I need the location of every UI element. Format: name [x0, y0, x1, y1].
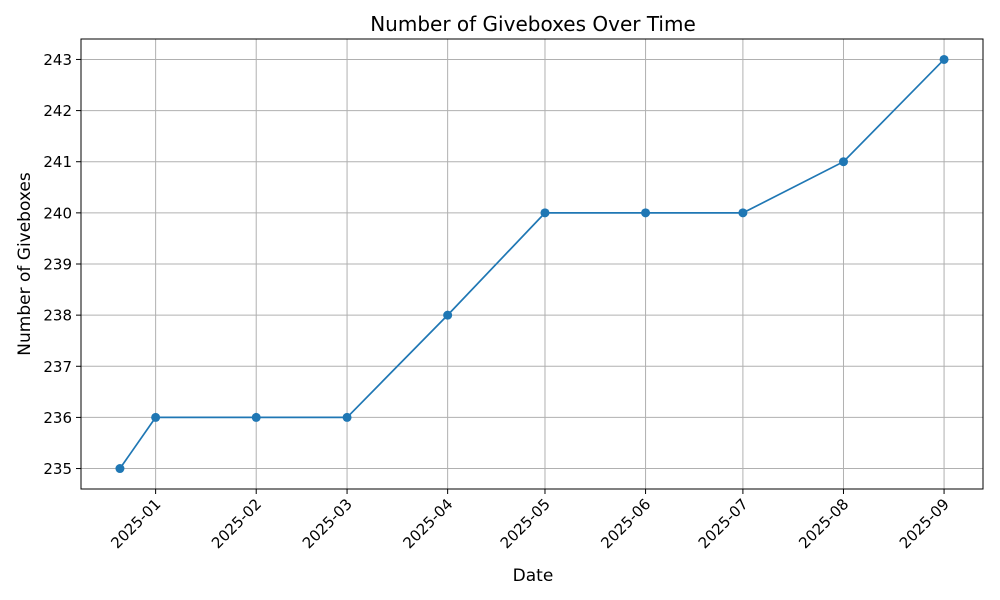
y-axis-label: Number of Giveboxes: [15, 172, 35, 356]
y-tick-label: 241: [43, 153, 72, 171]
series-lines: [119, 58, 945, 470]
chart-title: Number of Giveboxes Over Time: [370, 12, 696, 36]
x-tick-label: 2025-04: [399, 495, 456, 552]
y-axis-ticks: 235 236 237 238 239 240 241 242 243: [43, 51, 81, 478]
x-tick-label: 2025-05: [497, 495, 554, 552]
x-tick-label: 2025-02: [208, 495, 265, 552]
data-point: [540, 208, 550, 218]
y-tick-label: 238: [43, 307, 72, 325]
x-tick-label: 2025-03: [299, 495, 356, 552]
data-points: [115, 54, 949, 474]
y-tick-label: 235: [43, 460, 72, 478]
x-axis-label: Date: [513, 566, 554, 586]
x-axis-ticks: 2025-01 2025-02 2025-03 2025-04 2025-05 2025-…: [107, 489, 953, 552]
data-point: [939, 54, 949, 64]
data-point: [443, 310, 453, 320]
grid: [81, 39, 983, 489]
y-tick-label: 243: [43, 51, 72, 69]
data-point: [342, 412, 352, 422]
data-point: [641, 208, 651, 218]
x-tick-label: 2025-08: [795, 495, 852, 552]
x-tick-label: 2025-01: [107, 495, 164, 552]
data-point: [151, 412, 161, 422]
x-tick-label: 2025-07: [695, 495, 752, 552]
data-point: [738, 208, 748, 218]
y-tick-label: 242: [43, 102, 72, 120]
series-line: [119, 58, 945, 470]
y-tick-label: 239: [43, 256, 72, 274]
data-point: [251, 412, 261, 422]
y-tick-label: 237: [43, 358, 72, 376]
y-tick-label: 240: [43, 204, 72, 222]
x-tick-label: 2025-09: [896, 495, 953, 552]
x-tick-label: 2025-06: [597, 495, 654, 552]
data-point: [115, 464, 125, 474]
y-tick-label: 236: [43, 409, 72, 427]
data-point: [838, 157, 848, 167]
